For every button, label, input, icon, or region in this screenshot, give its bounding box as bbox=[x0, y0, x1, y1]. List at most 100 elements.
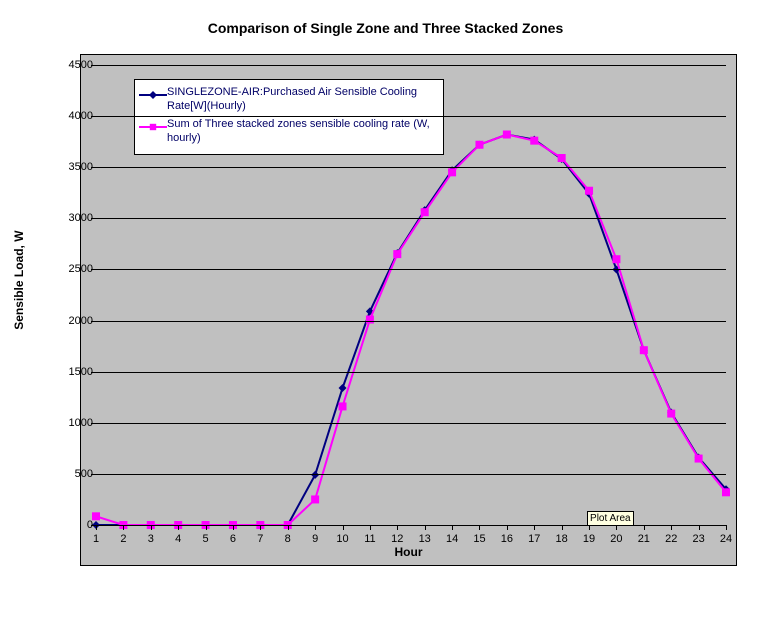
x-tick-label: 17 bbox=[528, 533, 540, 545]
marker bbox=[722, 488, 730, 496]
x-tick bbox=[233, 525, 234, 530]
marker bbox=[366, 316, 374, 324]
x-tick bbox=[178, 525, 179, 530]
marker bbox=[503, 131, 511, 139]
gridline bbox=[96, 372, 726, 373]
x-tick bbox=[123, 525, 124, 530]
x-tick-label: 11 bbox=[364, 533, 375, 545]
x-tick-label: 10 bbox=[336, 533, 348, 545]
x-tick-label: 15 bbox=[473, 533, 485, 545]
marker bbox=[311, 471, 319, 479]
y-tick-label: 0 bbox=[48, 519, 93, 531]
marker bbox=[585, 187, 593, 195]
marker bbox=[393, 250, 401, 258]
x-tick-label: 23 bbox=[692, 533, 704, 545]
square-icon bbox=[149, 123, 157, 131]
marker bbox=[475, 141, 483, 149]
x-tick bbox=[726, 525, 727, 530]
x-tick bbox=[616, 525, 617, 530]
marker bbox=[339, 384, 347, 392]
x-axis-label: Hour bbox=[395, 545, 423, 559]
marker bbox=[558, 154, 566, 162]
x-tick-label: 21 bbox=[638, 533, 650, 545]
x-tick bbox=[507, 525, 508, 530]
x-tick-label: 22 bbox=[665, 533, 677, 545]
x-tick-label: 12 bbox=[391, 533, 403, 545]
y-tick-label: 1500 bbox=[48, 366, 93, 378]
gridline bbox=[96, 167, 726, 168]
marker bbox=[667, 410, 675, 418]
x-tick-label: 19 bbox=[583, 533, 595, 545]
chart-title: Comparison of Single Zone and Three Stac… bbox=[0, 0, 771, 36]
y-tick-label: 4000 bbox=[48, 110, 93, 122]
y-axis-label: Sensible Load, W bbox=[12, 230, 26, 329]
x-tick-label: 7 bbox=[257, 533, 263, 545]
x-tick bbox=[288, 525, 289, 530]
marker bbox=[530, 137, 538, 145]
x-tick-label: 6 bbox=[230, 533, 236, 545]
legend-label: SINGLEZONE-AIR:Purchased Air Sensible Co… bbox=[167, 86, 439, 114]
x-tick-label: 3 bbox=[148, 533, 154, 545]
x-tick-label: 9 bbox=[312, 533, 318, 545]
gridline bbox=[96, 474, 726, 475]
x-tick bbox=[589, 525, 590, 530]
x-tick bbox=[151, 525, 152, 530]
x-tick-label: 24 bbox=[720, 533, 732, 545]
x-tick-label: 5 bbox=[203, 533, 209, 545]
x-tick bbox=[397, 525, 398, 530]
y-tick-label: 2500 bbox=[48, 263, 93, 275]
marker bbox=[339, 402, 347, 410]
x-tick bbox=[315, 525, 316, 530]
gridline bbox=[96, 269, 726, 270]
y-tick-label: 1000 bbox=[48, 417, 93, 429]
series-line-1 bbox=[96, 135, 726, 525]
x-tick bbox=[671, 525, 672, 530]
x-tick bbox=[562, 525, 563, 530]
legend-swatch bbox=[139, 118, 167, 148]
y-tick-label: 2000 bbox=[48, 315, 93, 327]
x-tick bbox=[96, 525, 97, 530]
x-tick-label: 8 bbox=[285, 533, 291, 545]
legend-swatch bbox=[139, 86, 167, 116]
x-tick-label: 14 bbox=[446, 533, 458, 545]
legend-label: Sum of Three stacked zones sensible cool… bbox=[167, 118, 439, 146]
gridline bbox=[96, 116, 726, 117]
marker bbox=[92, 512, 100, 520]
marker bbox=[640, 346, 648, 354]
plot-area-tooltip: Plot Area bbox=[587, 511, 634, 526]
plot-region: SINGLEZONE-AIR:Purchased Air Sensible Co… bbox=[96, 65, 726, 525]
x-tick-label: 16 bbox=[501, 533, 513, 545]
x-tick-label: 2 bbox=[120, 533, 126, 545]
legend-item: Sum of Three stacked zones sensible cool… bbox=[139, 118, 439, 148]
y-tick-label: 500 bbox=[48, 468, 93, 480]
x-tick bbox=[343, 525, 344, 530]
marker bbox=[421, 208, 429, 216]
x-tick-label: 1 bbox=[93, 533, 99, 545]
y-tick-label: 3500 bbox=[48, 161, 93, 173]
marker bbox=[612, 255, 620, 263]
x-tick bbox=[644, 525, 645, 530]
series-line-0 bbox=[96, 135, 726, 525]
x-tick bbox=[452, 525, 453, 530]
diamond-icon bbox=[149, 91, 157, 99]
chart-area: SINGLEZONE-AIR:Purchased Air Sensible Co… bbox=[80, 54, 737, 566]
gridline bbox=[96, 525, 726, 526]
x-tick bbox=[370, 525, 371, 530]
marker bbox=[448, 168, 456, 176]
gridline bbox=[96, 218, 726, 219]
gridline bbox=[96, 423, 726, 424]
x-tick-label: 20 bbox=[610, 533, 622, 545]
x-tick bbox=[479, 525, 480, 530]
gridline bbox=[96, 321, 726, 322]
marker bbox=[695, 455, 703, 463]
x-tick-label: 4 bbox=[175, 533, 181, 545]
x-tick bbox=[260, 525, 261, 530]
legend-item: SINGLEZONE-AIR:Purchased Air Sensible Co… bbox=[139, 86, 439, 116]
gridline bbox=[96, 65, 726, 66]
x-tick bbox=[425, 525, 426, 530]
y-tick-label: 4500 bbox=[48, 59, 93, 71]
x-tick-label: 13 bbox=[419, 533, 431, 545]
marker bbox=[311, 495, 319, 503]
y-tick-label: 3000 bbox=[48, 212, 93, 224]
x-tick bbox=[699, 525, 700, 530]
